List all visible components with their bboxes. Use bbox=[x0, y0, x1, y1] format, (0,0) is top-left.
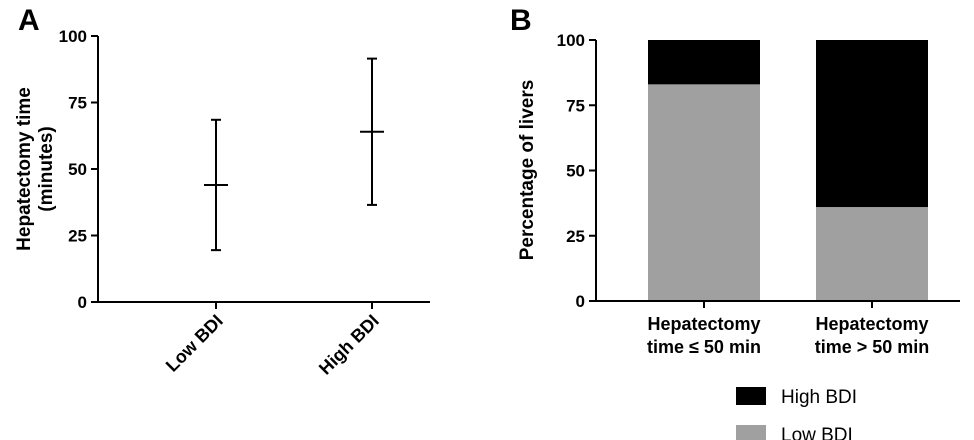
panel-a-marks bbox=[204, 57, 384, 252]
panel-b-bars bbox=[648, 40, 928, 302]
panel-b-x-tick-label-line2: time > 50 min bbox=[815, 337, 930, 357]
panel-a-y-tick-label: 100 bbox=[59, 27, 87, 46]
panel-b-y-tick-label: 0 bbox=[576, 292, 585, 311]
panel-a-axes bbox=[97, 36, 430, 309]
panel-letter-b: B bbox=[510, 4, 532, 37]
panel-b-bar-low-bdi bbox=[648, 84, 760, 302]
panel-b-x-tick-label-line1: Hepatectomy bbox=[647, 314, 760, 334]
panel-b-legend: High BDI Low BDI bbox=[736, 387, 857, 440]
panel-a-y-tick-label: 0 bbox=[78, 293, 87, 312]
panel-b-bar-high-bdi bbox=[648, 40, 760, 85]
panel-a-y-axis-title-line1: Hepatectomy time bbox=[14, 87, 35, 251]
legend-label: Low BDI bbox=[781, 425, 853, 440]
panel-b-y-tick-label: 100 bbox=[557, 31, 585, 50]
panel-b-bar-high-bdi bbox=[816, 40, 928, 208]
panel-b-bar-low-bdi bbox=[816, 207, 928, 301]
panel-b-y-tick-label: 50 bbox=[566, 162, 585, 181]
legend-swatch-high-bdi bbox=[736, 387, 766, 405]
panel-a-y-tick-label: 50 bbox=[68, 160, 87, 179]
panel-a-y-tick-label: 25 bbox=[68, 227, 87, 246]
legend-swatch-low-bdi bbox=[736, 425, 766, 440]
panel-b-y-ticks: 0 25 50 75 100 bbox=[557, 31, 596, 311]
panel-b-y-tick-label: 75 bbox=[566, 96, 585, 115]
panel-b-x-tick-label-line1: Hepatectomy bbox=[815, 314, 928, 334]
panel-a-y-axis-title-line2: (minutes) bbox=[36, 126, 57, 212]
panel-b-y-tick-label: 25 bbox=[566, 227, 585, 246]
panel-b-x-labels: Hepatectomy time ≤ 50 min Hepatectomy time … bbox=[647, 314, 929, 357]
legend-label: High BDI bbox=[781, 387, 857, 408]
panel-b: B Percentage of livers 0 25 50 75 100 Hepate… bbox=[510, 4, 960, 440]
panel-a-x-tick-label: High BDI bbox=[315, 311, 383, 379]
panel-a-x-labels: Low BDI High BDI bbox=[162, 311, 383, 379]
panel-b-y-axis-title: Percentage of livers bbox=[517, 80, 538, 261]
panel-a-y-tick-label: 75 bbox=[68, 94, 87, 113]
panel-a: A Hepatectomy time (minutes) 0255075100 … bbox=[14, 4, 430, 379]
panel-a-x-tick-label: Low BDI bbox=[162, 311, 227, 376]
panel-letter-a: A bbox=[18, 4, 40, 37]
panel-a-y-ticks: 0 25 50 75 100 bbox=[59, 27, 98, 312]
panel-b-x-tick-label-line2: time ≤ 50 min bbox=[647, 337, 761, 357]
